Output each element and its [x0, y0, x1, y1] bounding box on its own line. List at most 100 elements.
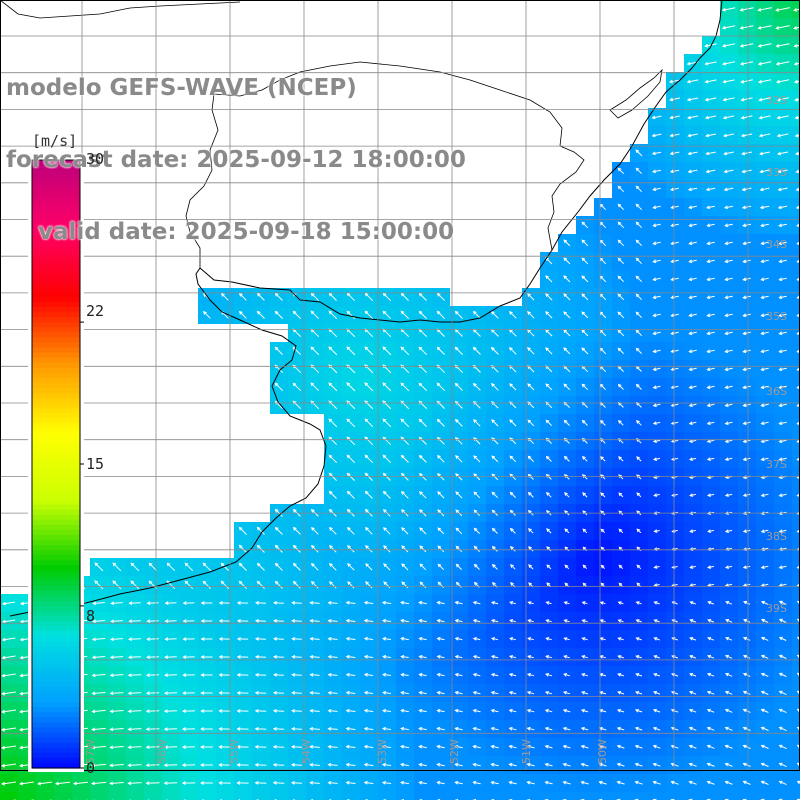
lon-label-51w: 51W	[520, 739, 533, 764]
wind-cell	[342, 792, 360, 800]
colorbar-step	[32, 702, 80, 708]
lon-label-56w: 56W	[156, 739, 169, 764]
colorbar-step	[32, 510, 80, 516]
wind-cell	[738, 792, 756, 800]
wind-cell	[792, 792, 800, 800]
wind-cell	[144, 792, 162, 800]
wind-cell	[378, 792, 396, 800]
colorbar-step	[32, 332, 80, 338]
colorbar-step	[32, 398, 80, 404]
lon-label-57w: 57W	[84, 739, 97, 764]
colorbar-step	[32, 657, 80, 663]
wind-cell	[198, 792, 216, 800]
colorbar-step	[32, 393, 80, 399]
wind-cell	[396, 792, 414, 800]
colorbar-step	[32, 616, 80, 622]
colorbar-step	[32, 307, 80, 313]
wind-cell	[486, 792, 504, 800]
wind-cell	[576, 792, 594, 800]
colorbar-step	[32, 494, 80, 500]
colorbar-step	[32, 748, 80, 754]
wind-arrow	[147, 711, 159, 712]
colorbar-step	[32, 474, 80, 480]
colorbar-step	[32, 530, 80, 536]
wind-cell	[468, 792, 486, 800]
colorbar-step	[32, 317, 80, 323]
title-valid-date: valid date: 2025-09-18 15:00:00	[6, 220, 466, 244]
wind-arrow	[147, 783, 160, 784]
colorbar-step	[32, 606, 80, 612]
lat-label-37s: 37S	[766, 458, 787, 471]
wind-cell	[612, 792, 630, 800]
wind-cell	[306, 792, 324, 800]
wind-cell	[126, 792, 144, 800]
map-title: modelo GEFS-WAVE (NCEP) forecast date: 2…	[6, 28, 466, 292]
wind-cell	[0, 792, 18, 800]
colorbar-step	[32, 413, 80, 419]
colorbar-step	[32, 388, 80, 394]
colorbar-step	[32, 434, 80, 440]
colorbar-step	[32, 651, 80, 657]
colorbar-step	[32, 403, 80, 409]
colorbar-step	[32, 662, 80, 668]
wind-cell	[270, 792, 288, 800]
colorbar-step	[32, 322, 80, 328]
colorbar-step	[32, 727, 80, 733]
colorbar-step	[32, 469, 80, 475]
wind-cell	[324, 792, 342, 800]
colorbar-tick-30: 30	[86, 150, 104, 168]
lat-label-35s: 35S	[766, 310, 787, 323]
title-model: modelo GEFS-WAVE (NCEP)	[6, 76, 466, 100]
colorbar-step	[32, 423, 80, 429]
wind-cell	[540, 792, 558, 800]
colorbar-step	[32, 697, 80, 703]
colorbar-step	[32, 621, 80, 627]
colorbar-step	[32, 337, 80, 343]
colorbar-step	[32, 479, 80, 485]
title-forecast-date: forecast date: 2025-09-12 18:00:00	[6, 148, 466, 172]
wind-cell	[666, 792, 684, 800]
colorbar-step	[32, 682, 80, 688]
wind-cell	[684, 792, 702, 800]
wind-cell	[414, 792, 432, 800]
colorbar-tick-22: 22	[86, 302, 104, 320]
colorbar-step	[32, 302, 80, 308]
colorbar-step	[32, 677, 80, 683]
lat-label-32s: 32S	[766, 94, 787, 107]
colorbar-tick-8: 8	[86, 607, 95, 625]
lon-label-55w: 55W	[228, 739, 241, 764]
colorbar-step	[32, 717, 80, 723]
colorbar-step	[32, 545, 80, 551]
colorbar-step	[32, 449, 80, 455]
colorbar-step	[32, 342, 80, 348]
wind-cell	[180, 792, 198, 800]
wind-cell	[54, 792, 72, 800]
colorbar-step	[32, 555, 80, 561]
colorbar-step	[32, 489, 80, 495]
colorbar-step	[32, 353, 80, 359]
colorbar-step	[32, 626, 80, 632]
colorbar-step	[32, 636, 80, 642]
wind-cell	[18, 792, 36, 800]
colorbar-step	[32, 418, 80, 424]
wind-cell	[504, 792, 522, 800]
lat-label-38s: 38S	[766, 530, 787, 543]
colorbar-step	[32, 383, 80, 389]
colorbar-step	[32, 601, 80, 607]
lat-label-39s: 39S	[766, 602, 787, 615]
colorbar-step	[32, 297, 80, 303]
colorbar-step	[32, 408, 80, 414]
colorbar-step	[32, 439, 80, 445]
colorbar-step	[32, 358, 80, 364]
lon-label-53w: 53W	[376, 739, 389, 764]
wind-cell	[648, 792, 666, 800]
colorbar-step	[32, 454, 80, 460]
wind-cell	[594, 792, 612, 800]
colorbar-step	[32, 535, 80, 541]
colorbar-step	[32, 459, 80, 465]
colorbar-step	[32, 373, 80, 379]
colorbar-step	[32, 565, 80, 571]
colorbar-step	[32, 743, 80, 749]
colorbar-step	[32, 444, 80, 450]
colorbar-step	[32, 667, 80, 673]
